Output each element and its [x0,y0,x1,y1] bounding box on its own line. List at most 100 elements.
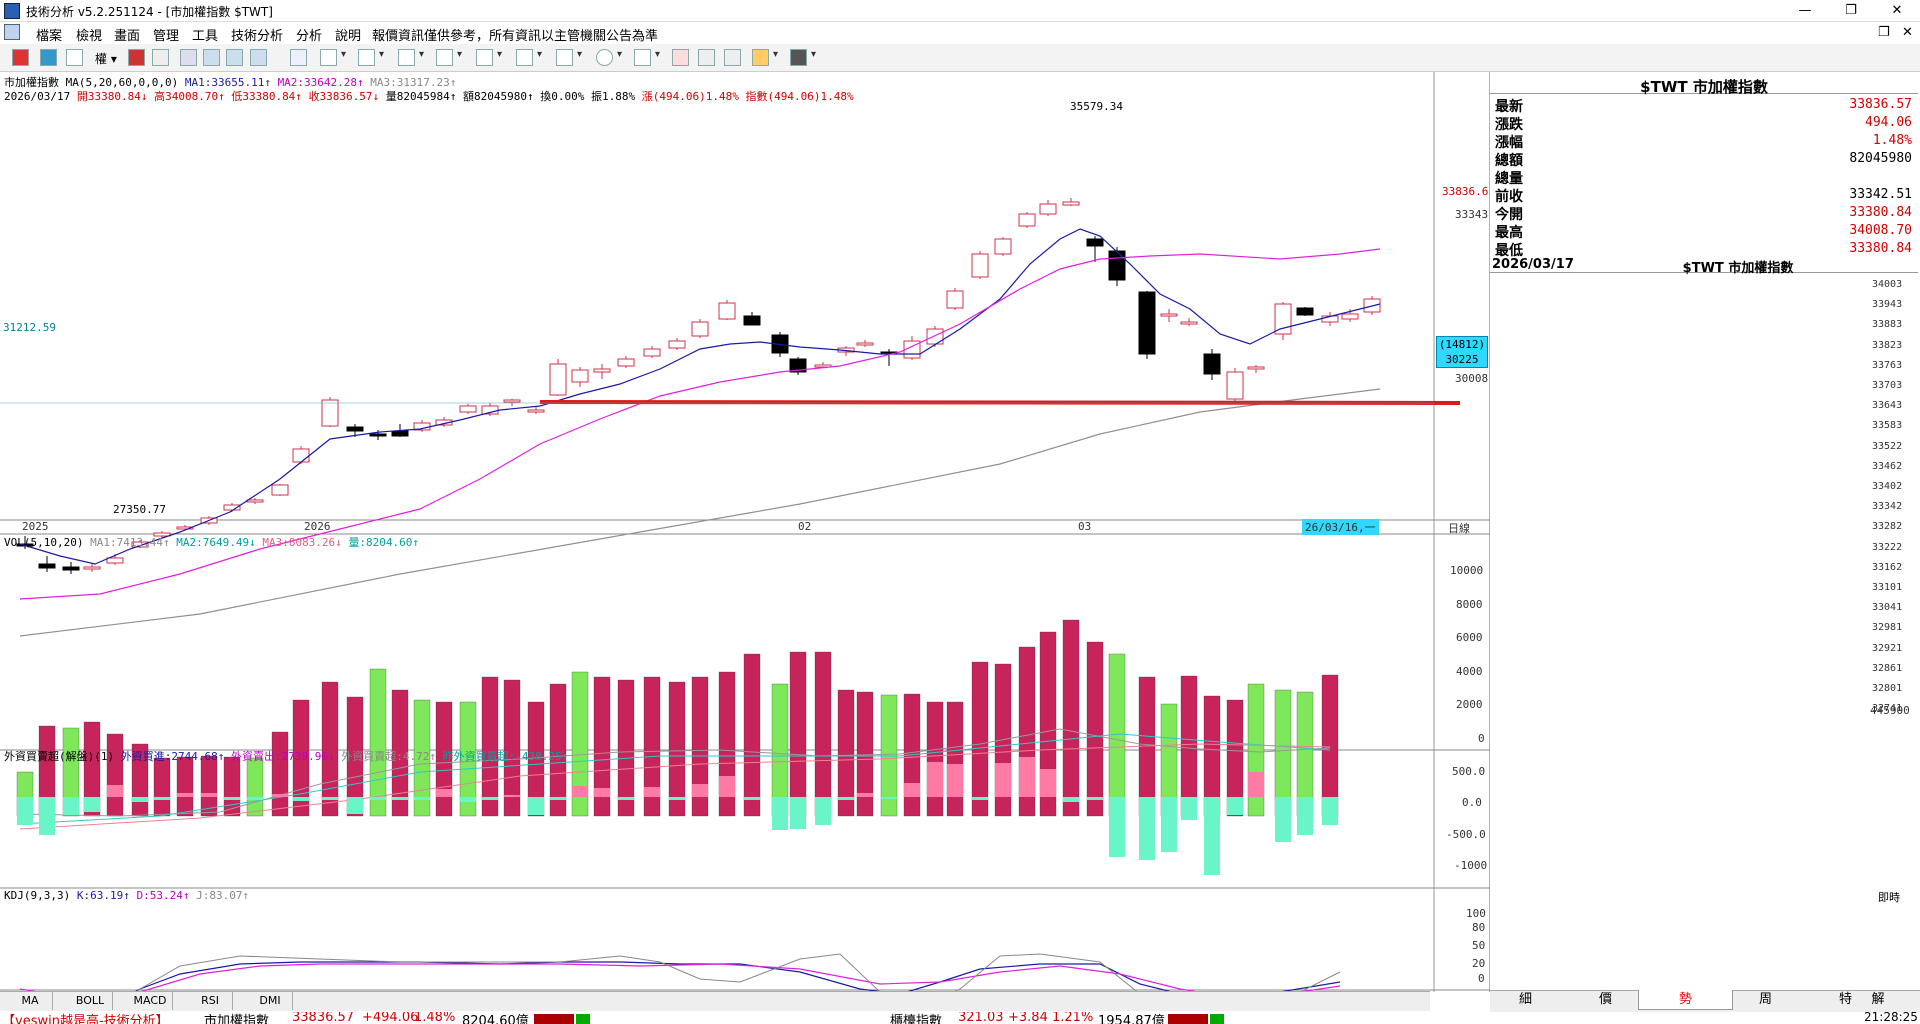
volume-bar [1180,675,1198,817]
save-icon[interactable] [790,49,816,66]
intraday-tick: 33222 [1872,541,1903,553]
foreign-bar [1275,797,1291,842]
foreign-bar [881,797,897,799]
vol-tick: 4000 [1456,665,1483,678]
period-label[interactable]: 日線 [1448,522,1470,535]
text-tool-icon[interactable] [634,49,660,66]
vline-tool-icon[interactable] [398,49,424,66]
tab-macd[interactable]: MACD [128,992,173,1010]
quote-row: 今開 33380.84 [1492,204,1917,223]
ellipse-tool-icon[interactable] [596,49,622,66]
hide-icon[interactable] [698,49,715,66]
maximize-button[interactable]: ❐ [1845,3,1857,18]
menu-manage[interactable]: 管理 [153,29,180,44]
tab-rsi[interactable]: RSI [188,992,233,1010]
candle-body [1226,371,1244,400]
foreign-bar [224,797,240,800]
candle-body [83,566,101,570]
tab-dmi[interactable]: DMI [248,992,293,1010]
foreign-bar [347,797,363,814]
tab-ma[interactable]: MA [8,992,53,1010]
copy-icon[interactable] [724,49,741,66]
layout2-icon[interactable] [203,49,220,66]
grid-icon[interactable] [152,49,169,66]
close-button[interactable]: ✕ [1891,3,1903,18]
window-icon[interactable] [66,49,83,66]
tab-trend[interactable]: 勢 [1638,990,1733,1010]
erase-icon[interactable] [672,49,689,66]
menu-view[interactable]: 檢視 [76,29,103,44]
channel-tool-icon[interactable] [516,49,542,66]
price-axis-tick: 33343 [1455,208,1489,221]
intraday-tick: 33703 [1872,380,1903,391]
menu-analysis[interactable]: 分析 [296,29,323,44]
ohlc-close: 收33836.57↓ [308,90,380,103]
layout1-icon[interactable] [180,49,197,66]
intraday-date: 2026/03/17 [1492,257,1574,272]
quote-row: 前收 33342.51 [1492,186,1917,205]
tab-analysis[interactable]: 解 [1871,992,1885,1007]
fib-tool-icon[interactable] [476,49,502,66]
status-index-bar-green [576,1014,590,1024]
menu-tech-analysis[interactable]: 技術分析 [231,29,284,44]
foreign-bar [247,797,263,800]
chart-area[interactable] [0,72,1490,992]
rect-tool-icon[interactable] [556,49,582,66]
disclaimer-text: 報價資訊僅供參考，所有資訊以主管機關公告為準 [372,29,659,44]
ohlc-open: 開33380.84↓ [76,90,148,103]
fan-tool-icon[interactable] [436,49,462,66]
menu-tools[interactable]: 工具 [192,29,219,44]
menu-screen[interactable]: 畫面 [114,29,141,44]
palette-icon[interactable] [752,49,778,66]
quote-value: 494.06 [1865,115,1912,130]
candle-body [1138,291,1156,355]
candle-body [106,557,124,564]
cursor-icon[interactable] [290,49,307,66]
minimize-button[interactable]: — [1798,3,1812,18]
candle-body [1160,313,1178,317]
foreign-bar [17,797,33,825]
menu-file[interactable]: 檔案 [36,29,63,44]
hline-tool-icon[interactable] [358,49,384,66]
tab-week[interactable]: 周 [1758,992,1772,1007]
candle-body [527,409,545,413]
foreign-bar [84,797,100,812]
foreign-bar [572,786,588,797]
tab-special[interactable]: 特 [1838,992,1852,1007]
volume-bar [271,731,289,817]
restore-child-button[interactable]: ❐ [1878,25,1890,40]
layout3-icon[interactable] [226,49,243,66]
status-otc-bar-green [1210,1014,1224,1024]
kdj-j: J:83.07↑ [196,889,250,902]
menu-help[interactable]: 說明 [335,29,362,44]
quote-row: 最低 33380.84 [1492,240,1917,259]
volume-bar [1321,674,1339,817]
volume-bar [668,681,686,817]
intraday-tick: 33763 [1872,359,1903,371]
close-child-button[interactable]: ✕ [1902,25,1913,40]
tab-detail[interactable]: 細 [1518,992,1532,1007]
candle-body [176,526,194,530]
volume-bar [771,683,789,817]
candle-body [62,566,80,571]
stock-icon[interactable] [12,49,29,66]
volume-bar [571,671,589,817]
layout4-icon[interactable] [250,49,267,66]
foreign-tick: 0.0 [1462,796,1482,809]
tab-price[interactable]: 價 [1598,992,1612,1007]
crosshair-icon[interactable] [40,49,57,66]
rights-toggle[interactable]: 權 ▾ [95,52,117,66]
kdj-tick: 50 [1472,939,1486,952]
candle-body [1341,313,1359,320]
box-label-bottom: 30225 [1445,353,1479,366]
intraday-tick: 33402 [1872,481,1903,492]
vol-tick: 2000 [1456,698,1483,711]
candle-body [718,302,736,320]
line-tool-icon[interactable] [320,49,346,66]
candle-body [435,419,453,426]
tab-boll[interactable]: BOLL [68,992,113,1010]
candle-body [246,499,264,503]
quote-value: 33342.51 [1849,187,1912,202]
compare-icon[interactable] [128,49,145,66]
volume-bar [593,676,611,817]
